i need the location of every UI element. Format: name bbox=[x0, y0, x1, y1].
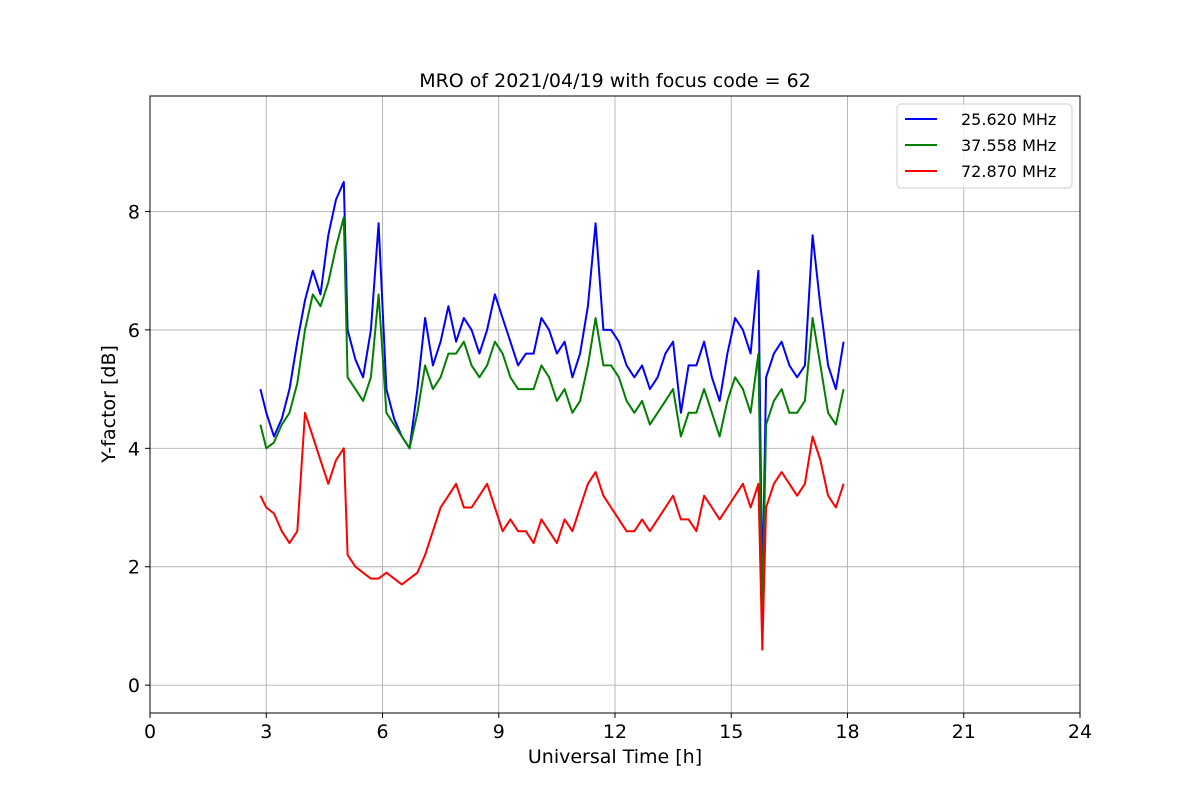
x-axis-label: Universal Time [h] bbox=[528, 746, 702, 768]
x-tick-label: 0 bbox=[144, 721, 156, 743]
x-tick-label: 21 bbox=[952, 721, 976, 743]
y-tick-label: 4 bbox=[128, 438, 140, 460]
x-tick-label: 12 bbox=[603, 721, 627, 743]
series-line-72-870-mhz bbox=[259, 411, 845, 651]
legend-label: 37.558 MHz bbox=[961, 136, 1056, 155]
x-tick-label: 18 bbox=[835, 721, 859, 743]
plot-area bbox=[259, 180, 845, 651]
legend-label: 25.620 MHz bbox=[961, 110, 1056, 129]
legend-label: 72.870 MHz bbox=[961, 162, 1056, 181]
chart-title: MRO of 2021/04/19 with focus code = 62 bbox=[419, 70, 811, 92]
y-tick-label: 2 bbox=[128, 557, 140, 579]
x-tick-label: 24 bbox=[1068, 721, 1092, 743]
x-axis: 0 3 6 9 12 15 18 21 24 bbox=[144, 713, 1092, 743]
x-tick-label: 6 bbox=[376, 721, 388, 743]
x-tick-label: 9 bbox=[493, 721, 505, 743]
legend-box bbox=[896, 103, 1073, 189]
y-tick-label: 0 bbox=[128, 675, 140, 697]
series-line-37-558-mhz bbox=[259, 216, 845, 616]
series-line-25-620-mhz bbox=[259, 180, 845, 598]
x-tick-label: 3 bbox=[260, 721, 272, 743]
y-tick-label: 8 bbox=[128, 201, 140, 223]
y-tick-label: 6 bbox=[128, 320, 140, 342]
x-tick-label: 15 bbox=[719, 721, 743, 743]
y-axis: 0 2 4 6 8 bbox=[128, 201, 150, 697]
legend: 25.620 MHz 37.558 MHz 72.870 MHz bbox=[896, 103, 1073, 189]
y-axis-label: Y-factor [dB] bbox=[98, 345, 120, 464]
